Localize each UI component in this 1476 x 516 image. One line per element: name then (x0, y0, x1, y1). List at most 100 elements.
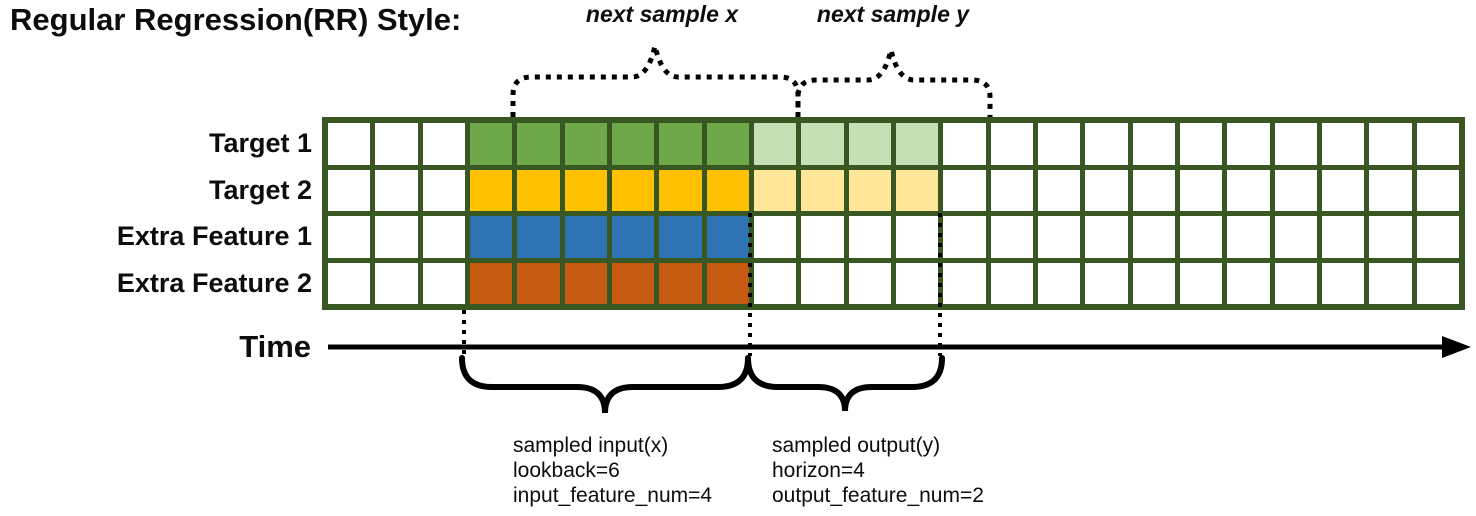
grid-cell (1037, 216, 1081, 258)
grid-cell (990, 169, 1033, 211)
sampled-output-line-3: output_feature_num=2 (772, 484, 984, 507)
grid-cell (1085, 262, 1128, 304)
grid-cell (1179, 262, 1223, 304)
grid-cell (1274, 216, 1317, 258)
grid-cell (801, 123, 844, 165)
next-sample-y-brace (795, 49, 993, 117)
sample-grid (322, 117, 1465, 310)
grid-cell (848, 262, 891, 304)
grid-cell (375, 169, 418, 211)
grid-cell (895, 216, 939, 258)
grid-cell (375, 123, 418, 165)
sampled-output-text: sampled output(y) horizon=4 output_featu… (772, 433, 984, 508)
sampled-output-line-2: horizon=4 (772, 459, 865, 482)
grid-cell (1227, 262, 1270, 304)
grid-cell (1416, 123, 1459, 165)
grid-cell (1369, 216, 1412, 258)
grid-cell (1321, 123, 1365, 165)
grid-cell (1227, 169, 1270, 211)
grid-cell (753, 123, 797, 165)
grid-cell (753, 169, 797, 211)
grid-cell (706, 262, 749, 304)
grid-cell (517, 169, 560, 211)
grid-cell (1085, 216, 1128, 258)
grid-cell (564, 216, 607, 258)
grid-cell (895, 123, 939, 165)
grid-cell (659, 262, 702, 304)
grid-cell (848, 123, 891, 165)
grid-cell (943, 123, 986, 165)
grid-cell (611, 216, 655, 258)
grid-cell (801, 216, 844, 258)
sampled-output-line-1: sampled output(y) (772, 434, 941, 457)
grid-cell (611, 262, 655, 304)
diagram-title: Regular Regression(RR) Style: (10, 2, 462, 37)
grid-cell (564, 123, 607, 165)
row-label-extra-feature-2: Extra Feature 2 (116, 268, 312, 298)
grid-cell (1321, 262, 1365, 304)
sampled-input-line-2: lookback=6 (513, 459, 620, 482)
grid-cell (1132, 216, 1175, 258)
grid-cell (328, 216, 371, 258)
grid-cell (469, 123, 513, 165)
grid-cell (943, 216, 986, 258)
grid-cell (422, 123, 465, 165)
grid-cell (1274, 262, 1317, 304)
sampled-input-text: sampled input(x) lookback=6 input_featur… (513, 433, 712, 508)
next-sample-x-brace (510, 45, 801, 117)
grid-cell (1132, 123, 1175, 165)
next-sample-y-label: next sample y (816, 1, 970, 27)
grid-cell (990, 216, 1033, 258)
row-label-target-1: Target 1 (208, 128, 312, 158)
grid-cell (517, 262, 560, 304)
grid-cell (1085, 123, 1128, 165)
grid-cell (801, 262, 844, 304)
grid-cell (659, 216, 702, 258)
grid-cell (753, 216, 797, 258)
grid-cell (895, 262, 939, 304)
grid-cell (659, 169, 702, 211)
grid-cell (375, 262, 418, 304)
grid-cell (990, 262, 1033, 304)
grid-cell (1369, 169, 1412, 211)
grid-cell (943, 169, 986, 211)
grid-cell (1321, 216, 1365, 258)
grid-cell (1037, 169, 1081, 211)
grid-cell (1416, 262, 1459, 304)
row-label-extra-feature-1: Extra Feature 1 (116, 221, 312, 251)
sampled-output-brace (745, 355, 945, 412)
grid-cell (1037, 123, 1081, 165)
grid-cell (1369, 123, 1412, 165)
sampled-input-line-3: input_feature_num=4 (513, 484, 713, 507)
grid-cell (943, 262, 986, 304)
grid-cell (1179, 123, 1223, 165)
grid-cell (990, 123, 1033, 165)
grid-cell (1132, 262, 1175, 304)
row-label-target-2: Target 2 (208, 175, 312, 205)
grid-cell (422, 216, 465, 258)
sampled-input-line-1: sampled input(x) (513, 434, 669, 457)
grid-cell (328, 169, 371, 211)
grid-cell (611, 123, 655, 165)
grid-cell (801, 169, 844, 211)
grid-cell (611, 169, 655, 211)
grid-cell (1227, 216, 1270, 258)
grid-cell (422, 262, 465, 304)
grid-cell (706, 123, 749, 165)
grid-cell (1416, 169, 1459, 211)
grid-cell (753, 262, 797, 304)
grid-cell (706, 169, 749, 211)
grid-cell (1179, 216, 1223, 258)
grid-cell (1274, 169, 1317, 211)
grid-cell (1416, 216, 1459, 258)
grid-cell (328, 123, 371, 165)
time-axis-label: Time (239, 329, 311, 364)
grid-cell (469, 169, 513, 211)
grid-cell (1274, 123, 1317, 165)
grid-cell (848, 216, 891, 258)
grid-cell (1321, 169, 1365, 211)
grid-cell (895, 169, 939, 211)
grid-cell (375, 216, 418, 258)
grid-cell (1369, 262, 1412, 304)
